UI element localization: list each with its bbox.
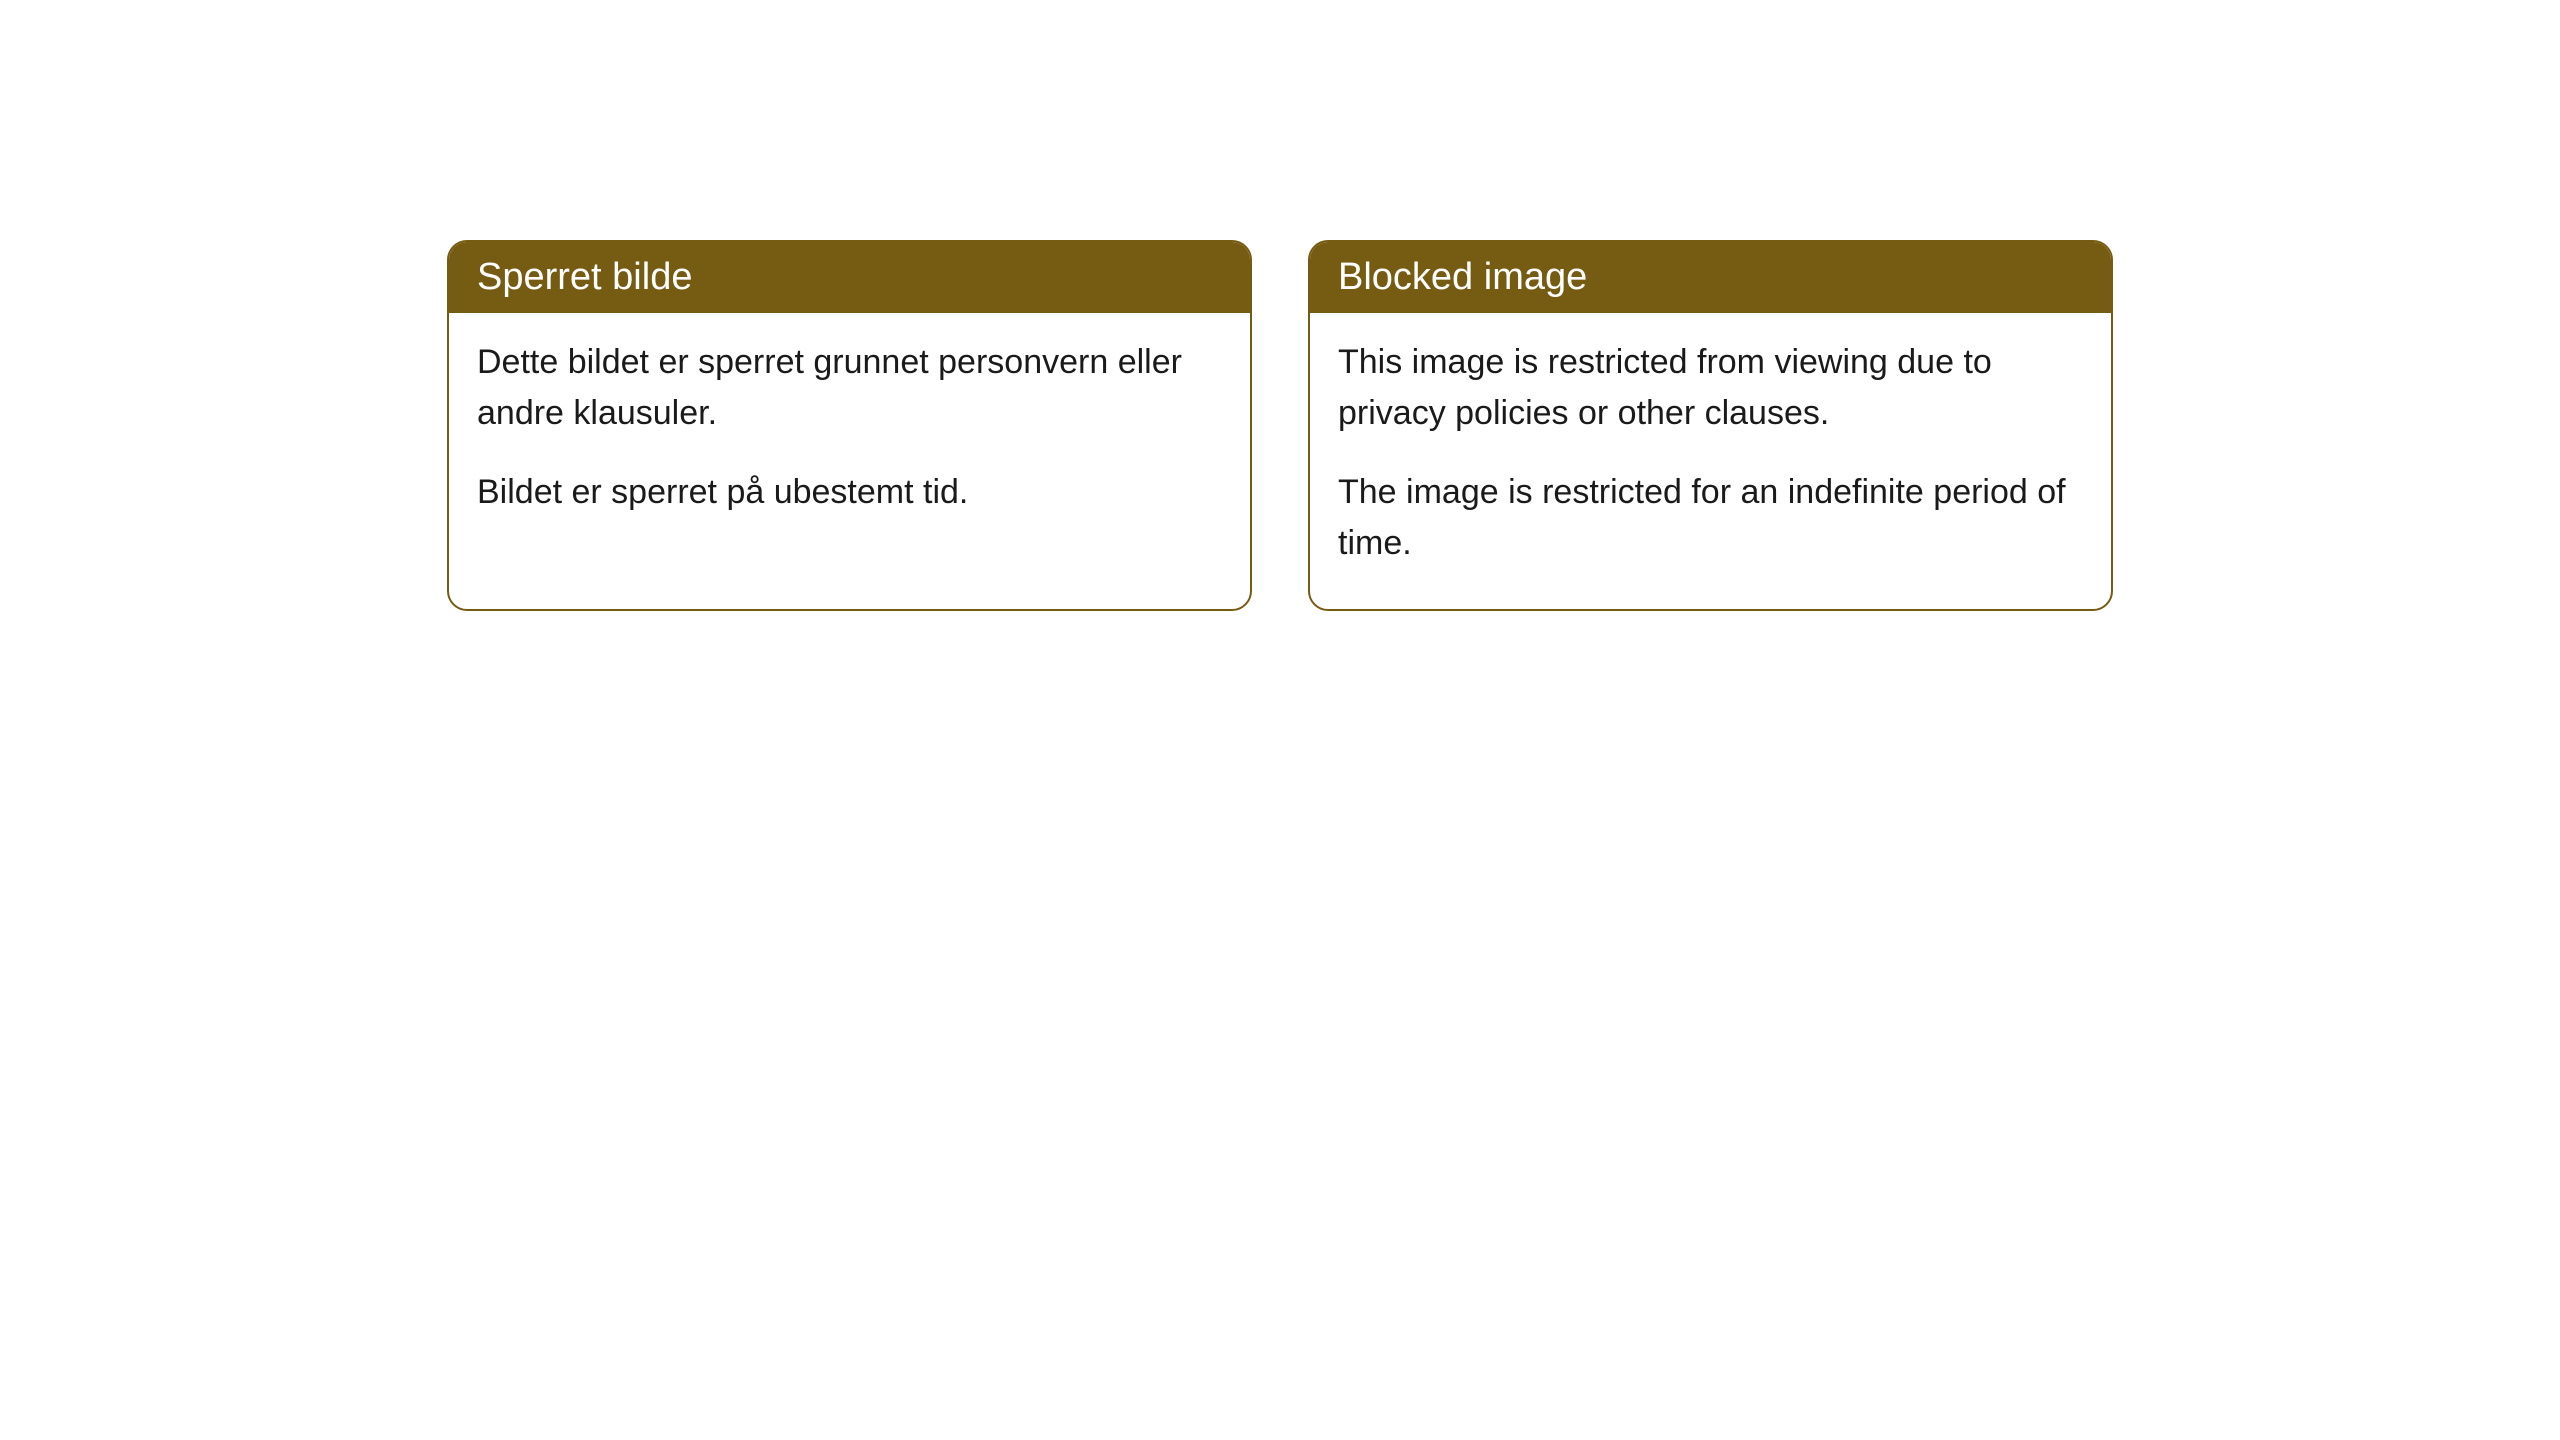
notice-card-norwegian: Sperret bilde Dette bildet er sperret gr… (447, 240, 1252, 611)
notice-card-english: Blocked image This image is restricted f… (1308, 240, 2113, 611)
card-title-norwegian: Sperret bilde (477, 256, 692, 298)
card-paragraph-norwegian-1: Dette bildet er sperret grunnet personve… (477, 337, 1222, 439)
card-paragraph-norwegian-2: Bildet er sperret på ubestemt tid. (477, 467, 1222, 518)
card-body-english: This image is restricted from viewing du… (1310, 313, 2111, 609)
card-title-english: Blocked image (1338, 256, 1587, 298)
card-header-norwegian: Sperret bilde (449, 242, 1250, 313)
card-header-english: Blocked image (1310, 242, 2111, 313)
card-paragraph-english-2: The image is restricted for an indefinit… (1338, 467, 2083, 569)
card-body-norwegian: Dette bildet er sperret grunnet personve… (449, 313, 1250, 558)
notice-cards-container: Sperret bilde Dette bildet er sperret gr… (447, 240, 2113, 611)
card-paragraph-english-1: This image is restricted from viewing du… (1338, 337, 2083, 439)
